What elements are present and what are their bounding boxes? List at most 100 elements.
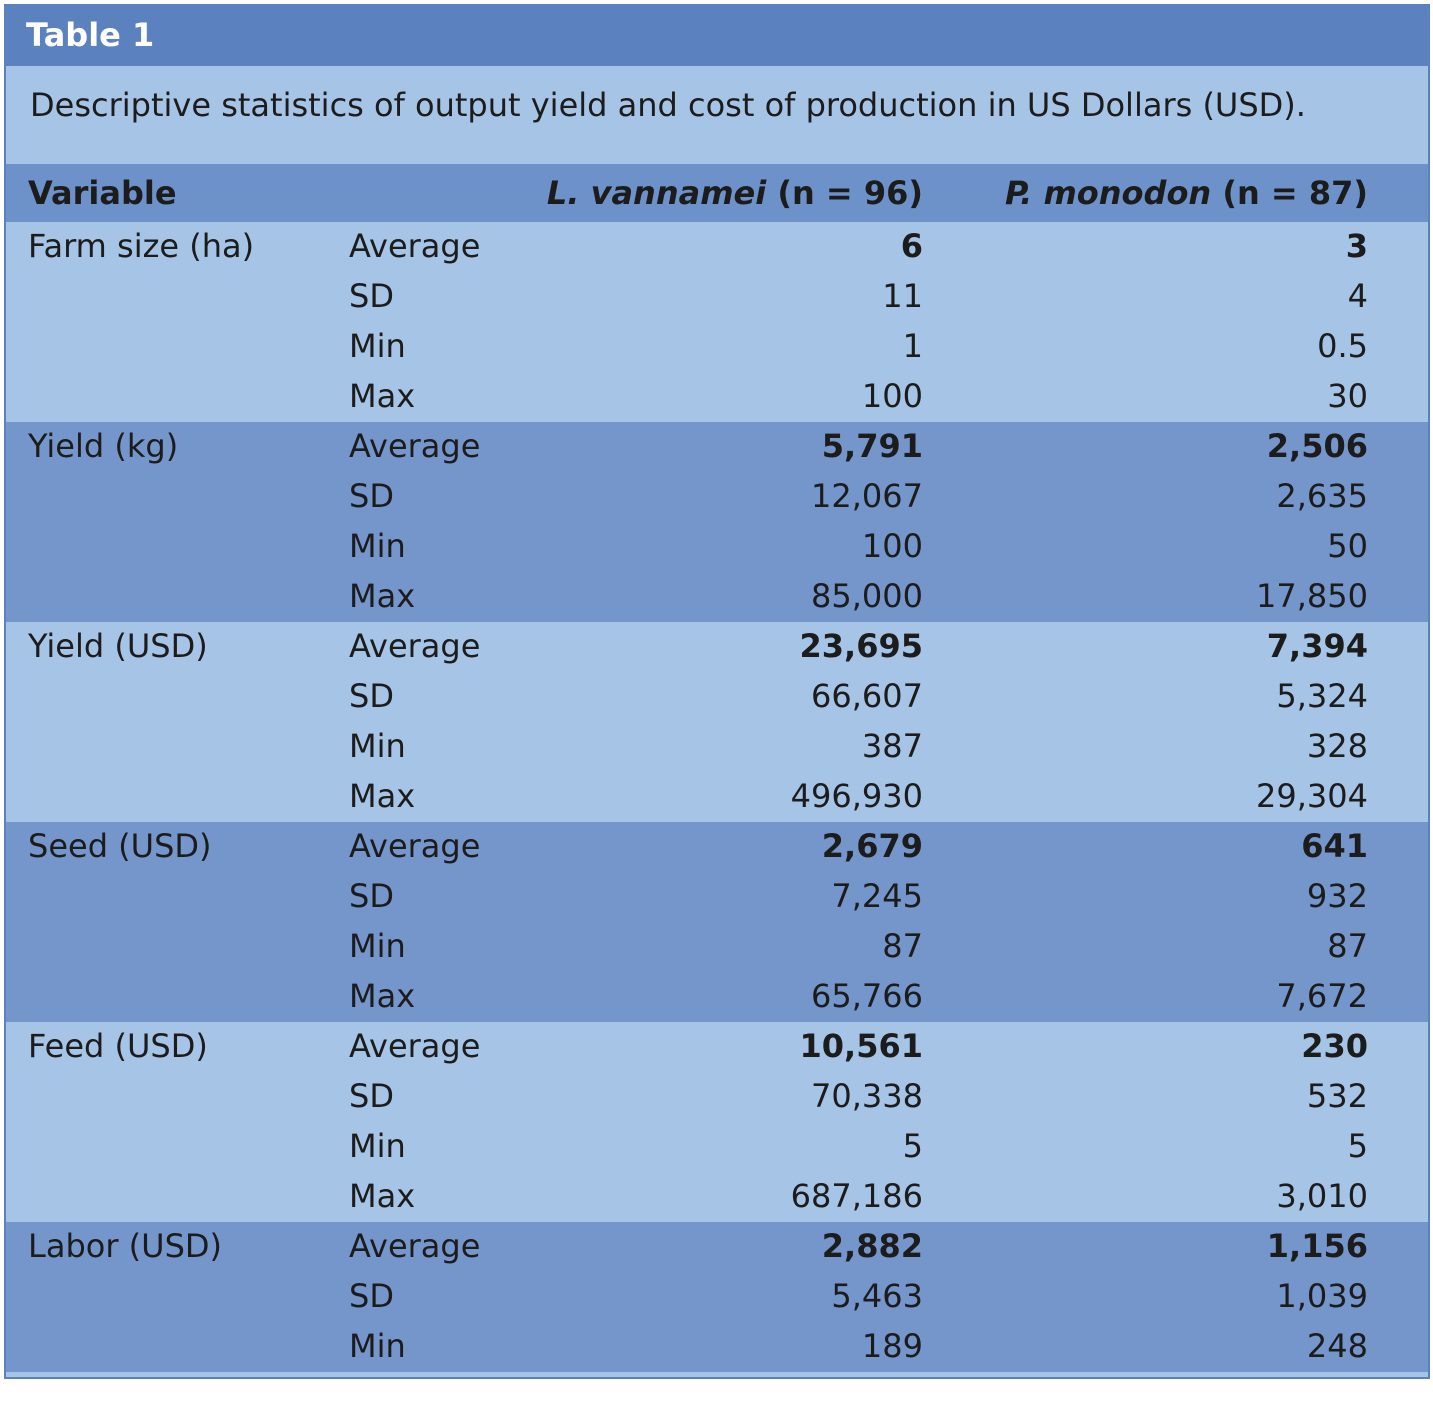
table-row: Yield (kg) Average 5,791 2,506 (6, 422, 1428, 472)
cell-p-monodon: 3,010 (1276, 1177, 1368, 1215)
cell-l-vannamei: 10,561 (799, 1027, 923, 1065)
cell-l-vannamei: 11 (882, 277, 923, 315)
cell-l-vannamei: 65,766 (811, 977, 923, 1015)
cell-p-monodon: 230 (1301, 1027, 1368, 1065)
row-statistic: Average (349, 227, 481, 265)
cell-l-vannamei: 1 (902, 327, 923, 365)
row-statistic: SD (349, 1277, 394, 1315)
table-caption: Descriptive statistics of output yield a… (30, 86, 1306, 124)
row-statistic: Min (349, 327, 406, 365)
row-statistic: Average (349, 1227, 481, 1265)
table-row: Farm size (ha) Average 6 3 (6, 222, 1428, 272)
table-row: Min 100 50 (6, 522, 1428, 572)
cell-l-vannamei: 7,245 (831, 877, 923, 915)
row-statistic: Max (349, 1177, 416, 1215)
row-statistic: Average (349, 827, 481, 865)
table-row: SD 66,607 5,324 (6, 672, 1428, 722)
row-statistic: Max (349, 977, 416, 1015)
cell-l-vannamei: 6 (900, 227, 923, 265)
row-statistic: Min (349, 527, 406, 565)
table-row: Max 496,930 29,304 (6, 772, 1428, 822)
row-statistic: SD (349, 277, 394, 315)
row-statistic: SD (349, 677, 394, 715)
cell-l-vannamei: 496,930 (790, 777, 923, 815)
cell-p-monodon: 17,850 (1256, 577, 1368, 615)
cell-p-monodon: 50 (1327, 527, 1368, 565)
row-statistic: SD (349, 477, 394, 515)
table-header-row: Variable L. vannamei (n = 96) P. monodon… (6, 164, 1428, 222)
row-variable: Labor (USD) (28, 1227, 222, 1265)
row-statistic: Average (349, 627, 481, 665)
cell-p-monodon: 29,304 (1256, 777, 1368, 815)
table-row: Min 1 0.5 (6, 322, 1428, 372)
header-p-monodon-n: (n = 87) (1211, 174, 1368, 212)
header-l-vannamei: L. vannamei (n = 96) (547, 174, 923, 212)
cell-p-monodon: 328 (1306, 727, 1368, 765)
cell-l-vannamei: 12,067 (811, 477, 923, 515)
cell-l-vannamei: 23,695 (799, 627, 923, 665)
row-statistic: SD (349, 1077, 394, 1115)
cell-l-vannamei: 5,463 (831, 1277, 923, 1315)
table-row: Max 100 30 (6, 372, 1428, 422)
table-row: SD 11 4 (6, 272, 1428, 322)
row-variable: Yield (kg) (28, 427, 179, 465)
table-row: Labor (USD) Average 2,882 1,156 (6, 1222, 1428, 1272)
cell-p-monodon: 30 (1327, 377, 1368, 415)
row-variable: Seed (USD) (28, 827, 212, 865)
row-variable: Farm size (ha) (28, 227, 255, 265)
header-variable: Variable (28, 174, 177, 212)
cell-p-monodon: 932 (1306, 877, 1368, 915)
cell-l-vannamei: 2,679 (821, 827, 923, 865)
cell-l-vannamei: 2,882 (821, 1227, 923, 1265)
table-row: Min 387 328 (6, 722, 1428, 772)
table-row: Max 687,186 3,010 (6, 1172, 1428, 1222)
cell-p-monodon: 3 (1345, 227, 1368, 265)
row-statistic: SD (349, 877, 394, 915)
cell-l-vannamei: 100 (861, 527, 923, 565)
cell-p-monodon: 0.5 (1317, 327, 1368, 365)
row-statistic: Average (349, 427, 481, 465)
cell-l-vannamei: 687,186 (790, 1177, 923, 1215)
table-row: Yield (USD) Average 23,695 7,394 (6, 622, 1428, 672)
table-row: Max 65,766 7,672 (6, 972, 1428, 1022)
table-row: Min 189 248 (6, 1322, 1428, 1372)
cell-p-monodon: 2,635 (1276, 477, 1368, 515)
row-statistic: Min (349, 1327, 406, 1365)
cell-p-monodon: 5 (1347, 1127, 1368, 1165)
cell-p-monodon: 87 (1327, 927, 1368, 965)
table-frame: Table 1 Descriptive statistics of output… (4, 4, 1430, 1379)
table-row: Seed (USD) Average 2,679 641 (6, 822, 1428, 872)
cell-l-vannamei: 85,000 (811, 577, 923, 615)
row-statistic: Min (349, 927, 406, 965)
cell-l-vannamei: 5 (902, 1127, 923, 1165)
row-statistic: Max (349, 577, 416, 615)
cell-p-monodon: 532 (1306, 1077, 1368, 1115)
table-row: Min 87 87 (6, 922, 1428, 972)
table-row: SD 12,067 2,635 (6, 472, 1428, 522)
cell-l-vannamei: 387 (861, 727, 923, 765)
row-statistic: Average (349, 1027, 481, 1065)
cell-l-vannamei: 70,338 (811, 1077, 923, 1115)
cell-p-monodon: 1,039 (1276, 1277, 1368, 1315)
row-variable: Yield (USD) (28, 627, 208, 665)
cell-p-monodon: 641 (1301, 827, 1368, 865)
cell-p-monodon: 2,506 (1266, 427, 1368, 465)
table-row: SD 7,245 932 (6, 872, 1428, 922)
header-p-monodon-species: P. monodon (1004, 174, 1212, 212)
cell-l-vannamei: 87 (882, 927, 923, 965)
table-row: Min 5 5 (6, 1122, 1428, 1172)
cell-l-vannamei: 189 (861, 1327, 923, 1365)
cell-l-vannamei: 5,791 (821, 427, 923, 465)
header-p-monodon: P. monodon (n = 87) (1005, 174, 1368, 212)
table-label: Table 1 (26, 16, 155, 54)
header-l-vannamei-species: L. vannamei (546, 174, 767, 212)
cell-p-monodon: 4 (1347, 277, 1368, 315)
table-row: SD 70,338 532 (6, 1072, 1428, 1122)
cell-p-monodon: 7,672 (1276, 977, 1368, 1015)
cell-p-monodon: 1,156 (1266, 1227, 1368, 1265)
header-l-vannamei-n: (n = 96) (766, 174, 923, 212)
table-row: SD 5,463 1,039 (6, 1272, 1428, 1322)
cell-l-vannamei: 66,607 (811, 677, 923, 715)
row-statistic: Min (349, 1127, 406, 1165)
table-row: Max 85,000 17,850 (6, 572, 1428, 622)
